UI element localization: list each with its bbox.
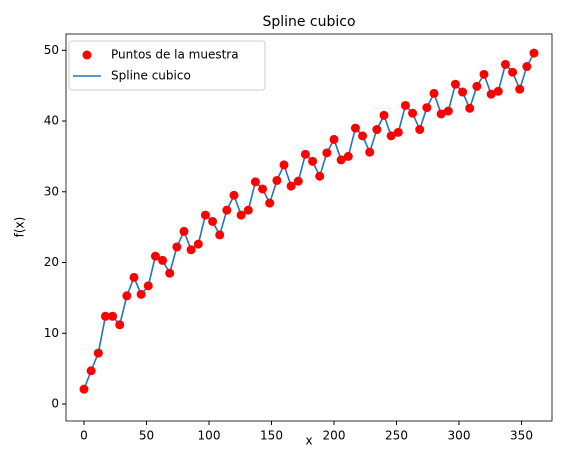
data-point: [308, 156, 318, 166]
data-point: [258, 184, 268, 194]
data-point: [150, 251, 160, 261]
data-point: [215, 230, 225, 240]
x-tick-label: 150: [260, 429, 283, 443]
data-point: [179, 226, 189, 236]
data-point: [265, 198, 275, 208]
chart-title: Spline cubico: [262, 14, 355, 30]
data-point: [208, 216, 218, 226]
data-point: [486, 89, 496, 99]
data-point: [315, 171, 325, 181]
data-point: [443, 106, 453, 116]
data-point: [236, 210, 246, 220]
data-point: [93, 348, 103, 358]
legend-label: Spline cubico: [111, 69, 191, 83]
data-point: [343, 151, 353, 161]
data-point: [200, 210, 210, 220]
data-point: [472, 81, 482, 91]
data-point: [129, 272, 139, 282]
data-point: [458, 87, 468, 97]
data-point: [229, 190, 239, 200]
data-point: [222, 205, 232, 215]
data-point: [286, 181, 296, 191]
y-tick-label: 0: [51, 397, 59, 411]
data-point: [408, 108, 418, 118]
y-tick-label: 40: [44, 114, 59, 128]
data-point: [243, 205, 253, 215]
data-point: [100, 311, 110, 321]
data-point: [336, 155, 346, 165]
data-point: [122, 291, 132, 301]
data-point: [436, 109, 446, 119]
data-point: [350, 123, 360, 133]
data-point: [115, 320, 125, 330]
data-point: [522, 62, 532, 72]
data-point: [400, 100, 410, 110]
data-point: [108, 311, 118, 321]
data-point: [165, 268, 175, 278]
plot-frame: [65, 33, 553, 422]
data-point: [250, 177, 260, 187]
data-point: [529, 48, 539, 58]
x-tick-label: 300: [448, 429, 471, 443]
data-point: [515, 84, 525, 94]
legend-box: [68, 40, 266, 91]
y-tick-label: 20: [44, 255, 59, 269]
data-point: [158, 255, 168, 265]
data-point: [322, 148, 332, 158]
data-point: [279, 160, 289, 170]
data-point: [293, 176, 303, 186]
data-point: [365, 147, 375, 157]
data-point: [272, 175, 282, 185]
line-series: [83, 52, 535, 390]
x-tick-label: 100: [198, 429, 221, 443]
data-point: [500, 59, 510, 69]
x-tick-label: 250: [385, 429, 408, 443]
x-tick-label: 200: [323, 429, 346, 443]
data-point: [422, 103, 432, 113]
data-point: [143, 281, 153, 291]
data-point: [186, 245, 196, 255]
data-point: [358, 131, 368, 141]
data-point: [136, 289, 146, 299]
data-point: [429, 88, 439, 98]
data-point: [300, 149, 310, 159]
data-point: [393, 127, 403, 137]
legend-label: Puntos de la muestra: [111, 48, 239, 62]
y-tick-label: 50: [44, 43, 59, 57]
data-point: [386, 131, 396, 141]
data-point: [415, 125, 425, 135]
data-point: [172, 242, 182, 252]
data-point: [450, 79, 460, 89]
x-tick-label: 350: [510, 429, 533, 443]
data-point: [465, 103, 475, 113]
data-point: [329, 134, 339, 144]
data-point: [508, 67, 518, 77]
x-tick-label: 50: [139, 429, 154, 443]
data-point: [372, 125, 382, 135]
data-point: [379, 110, 389, 120]
y-tick-label: 30: [44, 184, 59, 198]
data-point: [193, 239, 203, 249]
data-point: [493, 86, 503, 96]
data-point: [79, 384, 89, 394]
data-point: [86, 366, 96, 376]
y-axis-label: f(x): [13, 217, 27, 238]
data-point: [479, 69, 489, 79]
x-axis-label: x: [305, 434, 312, 448]
y-tick-label: 10: [44, 326, 59, 340]
x-tick-label: 0: [80, 429, 88, 443]
legend-marker: [82, 50, 92, 60]
